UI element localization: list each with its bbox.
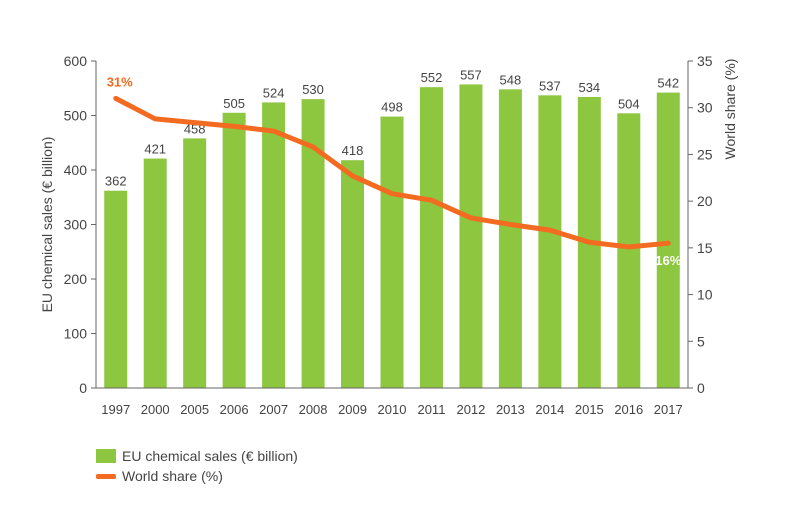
bar (419, 87, 443, 388)
bar (617, 113, 641, 388)
y-tick-label: 100 (64, 326, 88, 342)
x-tick-label: 2014 (535, 402, 564, 417)
x-tick-label: 2017 (654, 402, 683, 417)
bar (183, 138, 207, 388)
legend-item-sales: EU chemical sales (€ billion) (96, 446, 298, 466)
legend-label-share: World share (%) (122, 468, 223, 484)
x-tick-label: 2007 (259, 402, 288, 417)
line-point-label: 16% (655, 253, 681, 268)
x-tick-label: 2016 (614, 402, 643, 417)
bar (301, 99, 325, 389)
bar (380, 116, 404, 388)
y-tick-label: 300 (64, 217, 88, 233)
bar (262, 102, 286, 389)
bar-value-label: 421 (144, 142, 166, 157)
legend-bar-swatch (96, 449, 116, 463)
legend-item-share: World share (%) (96, 466, 298, 486)
x-tick-label: 2012 (456, 402, 485, 417)
bar (104, 190, 128, 388)
axes: 0 100 200 300 400 500 600 0 5 10 15 20 25 30 35 1997 200… (64, 53, 713, 417)
y2-tick-label: 5 (697, 333, 705, 349)
bar (459, 84, 483, 388)
x-tick-label: 2008 (299, 402, 328, 417)
line-point-label: 31% (107, 74, 133, 89)
legend-line-swatch (96, 473, 116, 479)
bar-value-label: 548 (500, 72, 522, 87)
bar-value-label: 362 (105, 174, 127, 189)
world-share-line (113, 95, 671, 250)
bar (498, 89, 522, 388)
bar-value-label: 530 (302, 82, 324, 97)
line-series: 31% 16% (107, 74, 682, 268)
bar (341, 160, 365, 388)
bar (222, 112, 246, 389)
y-tick-label: 200 (64, 271, 88, 287)
bar-series (104, 84, 680, 389)
x-tick-label: 2013 (496, 402, 525, 417)
bar-value-label: 537 (539, 78, 561, 93)
y2-axis-title: World share (%) (722, 59, 738, 160)
bar-value-label: 552 (421, 70, 443, 85)
bar-value-label: 534 (578, 80, 600, 95)
y2-tick-label: 30 (697, 100, 713, 116)
x-tick-label: 2009 (338, 402, 367, 417)
x-tick-label: 2006 (220, 402, 249, 417)
legend: EU chemical sales (€ billion) World shar… (96, 446, 298, 486)
bar-value-label: 557 (460, 67, 482, 82)
x-tick-label: 1997 (101, 402, 130, 417)
bar-value-label: 524 (263, 85, 285, 100)
x-tick-label: 2000 (141, 402, 170, 417)
bar-value-label: 418 (342, 143, 364, 158)
bar-value-label: 498 (381, 100, 403, 115)
y2-tick-label: 20 (697, 193, 713, 209)
y-axis-title: EU chemical sales (€ billion) (39, 137, 55, 313)
y2-tick-label: 25 (697, 146, 713, 162)
bar-value-label: 504 (618, 96, 640, 111)
x-tick-label: 2011 (417, 402, 445, 417)
y2-tick-label: 10 (697, 287, 713, 303)
x-tick-label: 2005 (180, 402, 209, 417)
y2-tick-label: 35 (697, 53, 713, 69)
legend-label-sales: EU chemical sales (€ billion) (122, 448, 298, 464)
x-tick-label: 2010 (378, 402, 407, 417)
bar (656, 92, 680, 389)
y-tick-label: 600 (64, 53, 88, 69)
y2-tick-label: 0 (697, 380, 705, 396)
bar (538, 95, 562, 389)
y-tick-label: 0 (79, 380, 87, 396)
y-tick-label: 500 (64, 108, 88, 124)
bar-value-label: 542 (657, 76, 679, 91)
y2-tick-label: 15 (697, 240, 713, 256)
bar-value-label: 505 (223, 96, 245, 111)
y-tick-label: 400 (64, 162, 88, 178)
bar (143, 158, 167, 388)
x-tick-label: 2015 (575, 402, 604, 417)
